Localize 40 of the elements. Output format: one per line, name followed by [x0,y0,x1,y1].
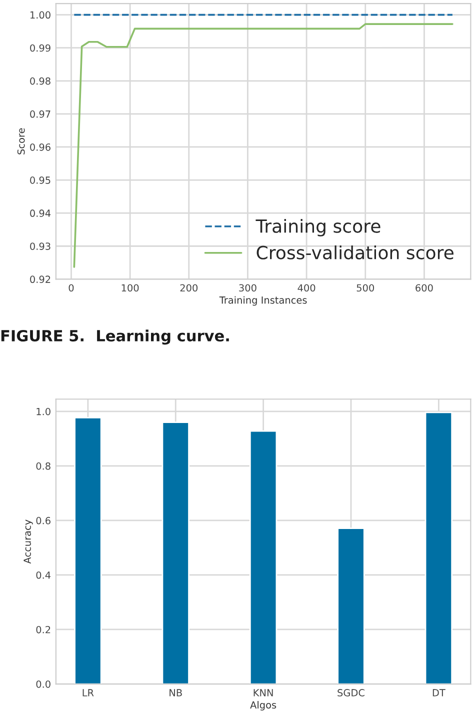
y-tick-label: 1.00 [30,11,50,19]
y-tick-label: 0.99 [30,44,50,52]
x-tick-label: LR [82,689,94,696]
x-tick-label: SGDC [338,689,364,696]
y-tick-label: 0.2 [36,626,50,634]
y-tick-label: 0.6 [36,516,50,524]
x-axis-title: Training Instances [219,296,307,306]
x-tick-label: 500 [356,284,374,292]
x-tick-label: 600 [416,284,433,292]
x-tick-label: DT [432,689,446,696]
x-tick-label: 200 [180,284,198,292]
x-tick-label: 400 [298,284,316,292]
x-tick-label: KNN [254,689,273,696]
x-tick-label: NB [170,689,182,696]
y-tick-label: 0.95 [30,176,50,184]
bar [249,430,278,684]
caption: FIGURE 5. Learning curve. [1,330,229,345]
bar [424,412,453,684]
y-tick-label: 0.0 [36,680,50,688]
bar [74,416,102,684]
y-tick-label: 0.93 [30,242,50,250]
bar [337,528,365,684]
x-axis-title: Algos [250,701,276,710]
y-axis-title: Accuracy [24,520,33,564]
line-series [73,23,454,268]
legend-label: Cross-validation score [256,245,454,260]
y-tick-label: 0.92 [30,276,50,284]
y-tick-label: 0.96 [30,143,50,151]
bar [162,422,190,684]
y-tick-label: 0.4 [36,571,51,579]
y-tick-label: 0.98 [30,77,50,85]
x-tick-label: 100 [122,284,139,292]
y-tick-label: 0.8 [36,462,50,470]
y-tick-label: 0.97 [30,110,50,118]
y-axis-title: Score [17,128,25,154]
x-tick-label: 0 [68,284,74,292]
y-tick-label: 1.0 [36,408,50,416]
y-tick-label: 0.94 [30,210,51,217]
legend-label: Training score [256,218,380,236]
x-tick-label: 300 [239,284,256,292]
